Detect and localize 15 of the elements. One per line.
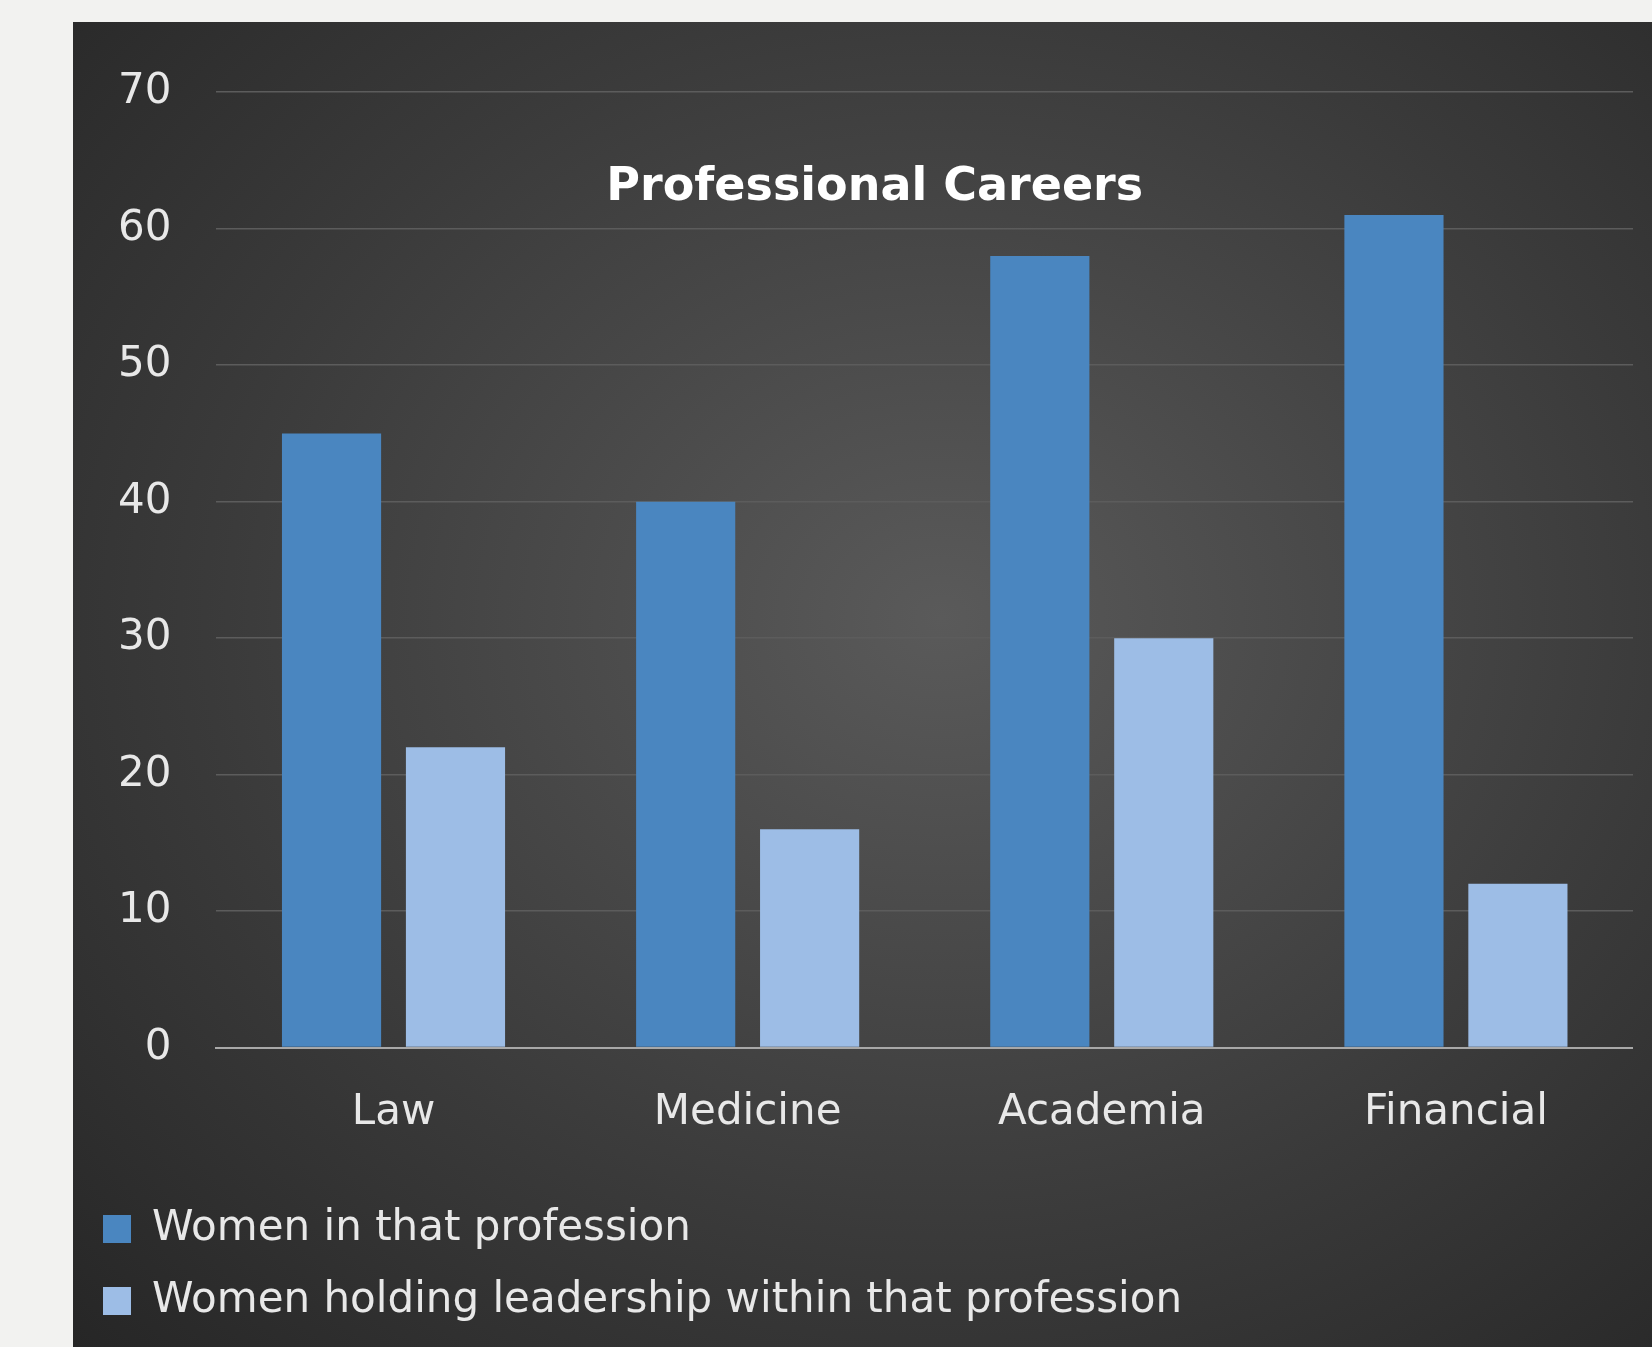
y-tick-label: 0 — [144, 1019, 172, 1069]
y-tick-label: 30 — [117, 610, 172, 660]
y-tick-label: 10 — [117, 883, 172, 933]
x-tick-label: Medicine — [653, 1084, 842, 1134]
y-tick-label: 60 — [117, 200, 172, 250]
text: Professional Careers — [606, 156, 1144, 211]
y-tick-label: 20 — [117, 746, 172, 796]
legend-label: Women in that profession — [152, 1200, 691, 1250]
y-tick-label: 50 — [117, 337, 172, 387]
x-tick-label: Academia — [997, 1084, 1206, 1134]
y-tick-label: 70 — [117, 64, 172, 114]
x-tick-label: Financial — [1363, 1084, 1548, 1134]
x-tick-label: Law — [351, 1084, 436, 1134]
legend-label: Women holding leadership within that profession — [152, 1272, 1183, 1322]
y-tick-label: 40 — [117, 473, 172, 523]
